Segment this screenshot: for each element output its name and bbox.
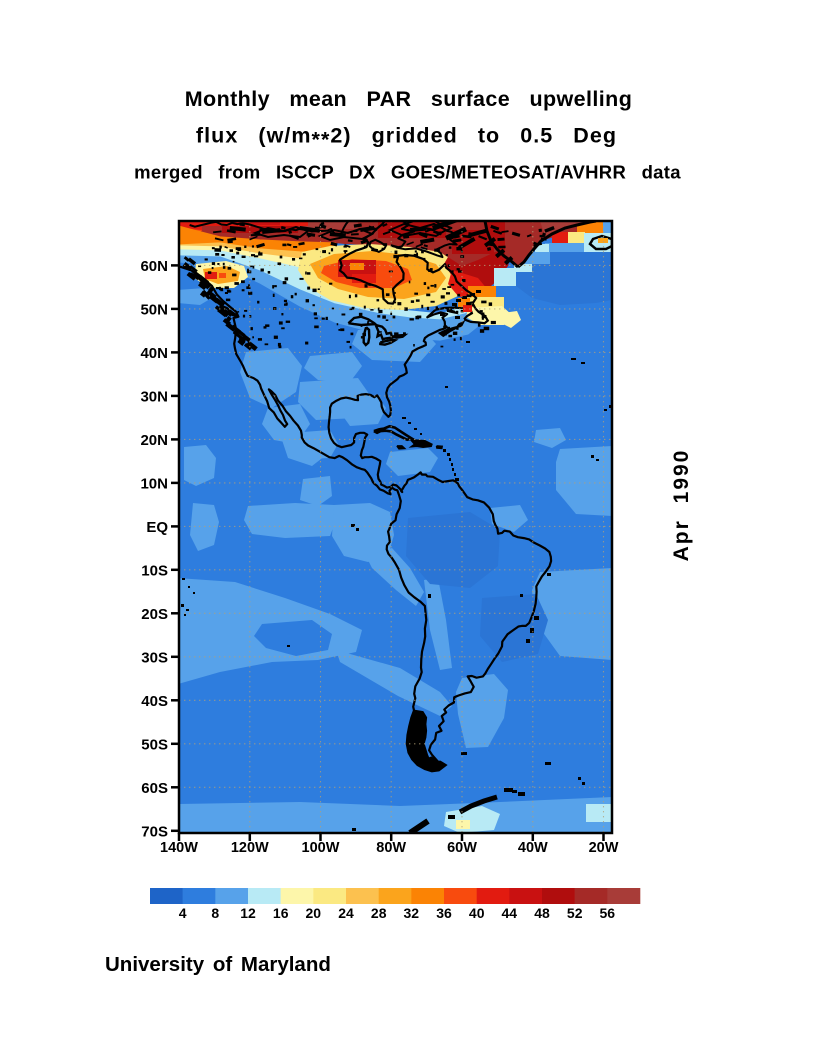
svg-text:University of Maryland: University of Maryland [105,953,331,976]
svg-text:40: 40 [469,905,485,921]
svg-text:20N: 20N [140,432,168,449]
svg-text:70S: 70S [141,823,168,840]
svg-text:120W: 120W [231,840,269,856]
svg-text:20S: 20S [141,606,168,623]
svg-text:flux (w/m**2) gridded to 0.5 D: flux (w/m**2) gridded to 0.5 Deg [196,124,617,152]
svg-text:EQ: EQ [146,519,168,536]
svg-text:32: 32 [404,905,420,921]
svg-text:40S: 40S [141,693,168,710]
svg-text:52: 52 [567,905,583,921]
svg-text:36: 36 [436,905,452,921]
svg-text:40W: 40W [518,840,548,856]
svg-text:56: 56 [600,905,616,921]
svg-text:60S: 60S [141,780,168,797]
svg-text:44: 44 [502,905,518,921]
svg-text:50S: 50S [141,736,168,753]
svg-text:80W: 80W [376,840,406,856]
svg-text:24: 24 [338,905,354,921]
svg-text:10S: 10S [141,562,168,579]
svg-text:4: 4 [179,905,187,921]
svg-text:10N: 10N [140,475,168,492]
svg-text:8: 8 [211,905,219,921]
svg-text:40N: 40N [140,345,168,362]
svg-text:60W: 60W [447,840,477,856]
svg-text:50N: 50N [140,301,168,318]
svg-text:12: 12 [240,905,256,921]
svg-text:20W: 20W [589,840,619,856]
svg-text:48: 48 [534,905,550,921]
svg-text:28: 28 [371,905,387,921]
svg-text:140W: 140W [160,840,198,856]
svg-text:20: 20 [306,905,322,921]
svg-text:16: 16 [273,905,289,921]
svg-text:Apr 1990: Apr 1990 [670,449,693,562]
svg-text:100W: 100W [302,840,340,856]
svg-text:60N: 60N [140,258,168,275]
svg-text:Monthly mean PAR surface upwel: Monthly mean PAR surface upwelling [185,87,632,111]
svg-text:30N: 30N [140,388,168,405]
svg-text:30S: 30S [141,649,168,666]
svg-text:merged from ISCCP DX GOES/METE: merged from ISCCP DX GOES/METEOSAT/AVHRR… [134,162,681,183]
